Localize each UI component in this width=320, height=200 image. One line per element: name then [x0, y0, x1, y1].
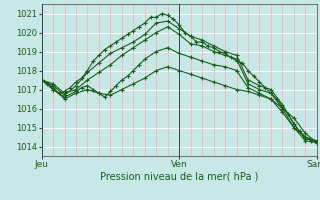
- X-axis label: Pression niveau de la mer( hPa ): Pression niveau de la mer( hPa ): [100, 172, 258, 182]
